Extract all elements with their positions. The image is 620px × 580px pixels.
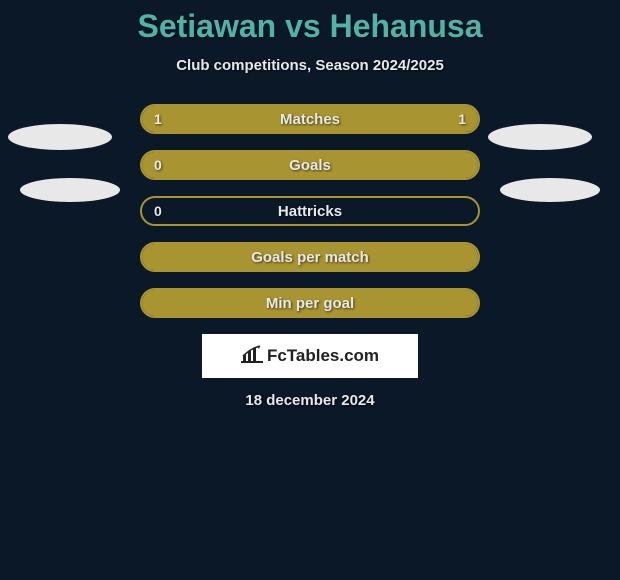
logo-label: FcTables.com	[267, 346, 379, 366]
stat-label: Goals per match	[251, 249, 369, 266]
stat-value-left: 1	[154, 111, 162, 127]
stat-row: Min per goal	[140, 288, 480, 318]
stat-label: Hattricks	[278, 203, 342, 220]
date-line: 18 december 2024	[0, 392, 620, 409]
stat-label: Min per goal	[266, 295, 354, 312]
subtitle: Club competitions, Season 2024/2025	[0, 57, 620, 74]
stat-label: Matches	[280, 111, 340, 128]
stat-value-left: 0	[154, 157, 162, 173]
decorative-ellipse	[20, 178, 120, 202]
comparison-card: Setiawan vs Hehanusa Club competitions, …	[0, 0, 620, 409]
logo: FcTables.com	[241, 345, 379, 368]
chart-icon	[241, 345, 263, 368]
stat-row: 0 Goals	[140, 150, 480, 180]
decorative-ellipse	[488, 124, 592, 150]
stat-row: Goals per match	[140, 242, 480, 272]
stat-rows: 1 Matches 1 0 Goals 0 Hattricks Goals per match…	[140, 104, 480, 318]
decorative-ellipse	[8, 124, 112, 150]
stat-row: 0 Hattricks	[140, 196, 480, 226]
stat-row: 1 Matches 1	[140, 104, 480, 134]
decorative-ellipse	[500, 178, 600, 202]
page-title: Setiawan vs Hehanusa	[0, 8, 620, 45]
logo-box[interactable]: FcTables.com	[202, 334, 418, 378]
stat-value-right: 1	[458, 111, 466, 127]
stat-label: Goals	[289, 157, 331, 174]
stat-value-left: 0	[154, 203, 162, 219]
